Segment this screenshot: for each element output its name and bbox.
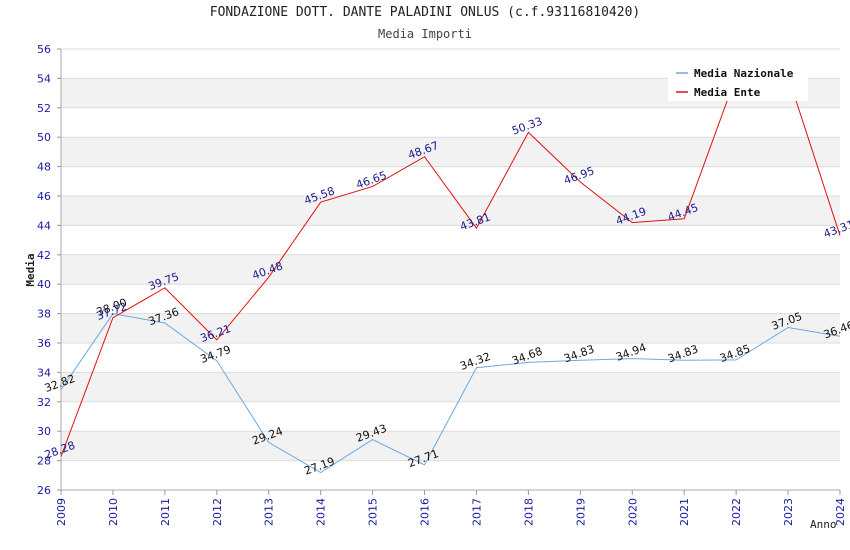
data-label-ente: 46.95 bbox=[562, 164, 596, 187]
y-tick-label: 26 bbox=[37, 484, 51, 497]
x-tick-label: 2018 bbox=[522, 498, 535, 526]
y-tick-label: 40 bbox=[37, 278, 51, 291]
data-label-ente: 46.65 bbox=[354, 169, 388, 192]
legend-entry: Media Nazionale bbox=[694, 67, 794, 80]
y-axis-label: Media bbox=[24, 253, 37, 286]
grid-band bbox=[61, 254, 840, 285]
data-label-nazionale: 34.94 bbox=[614, 341, 648, 364]
x-tick-label: 2020 bbox=[626, 498, 639, 526]
x-tick-label: 2011 bbox=[159, 498, 172, 526]
y-tick-label: 30 bbox=[37, 425, 51, 438]
y-tick-label: 44 bbox=[37, 219, 51, 232]
y-tick-label: 52 bbox=[37, 102, 51, 115]
y-tick-label: 48 bbox=[37, 161, 51, 174]
y-tick-label: 56 bbox=[37, 43, 51, 56]
x-tick-label: 2019 bbox=[574, 498, 587, 526]
x-tick-label: 2015 bbox=[367, 498, 380, 526]
legend: Media Nazionale Media Ente bbox=[668, 59, 808, 101]
legend-entry: Media Ente bbox=[694, 86, 761, 99]
x-tick-label: 2009 bbox=[55, 498, 68, 526]
x-tick-label: 2016 bbox=[419, 498, 432, 526]
x-tick-label: 2021 bbox=[678, 498, 691, 526]
y-tick-label: 36 bbox=[37, 337, 51, 350]
y-tick-label: 42 bbox=[37, 249, 51, 262]
y-tick-label: 54 bbox=[37, 72, 51, 85]
data-label-nazionale: 34.83 bbox=[666, 342, 700, 365]
x-tick-label: 2013 bbox=[263, 498, 276, 526]
grid-band bbox=[61, 431, 840, 461]
x-tick-label: 2024 bbox=[834, 498, 847, 526]
data-label-nazionale: 34.79 bbox=[199, 343, 233, 366]
x-tick-label: 2017 bbox=[470, 498, 483, 526]
chart-title: FONDAZIONE DOTT. DANTE PALADINI ONLUS (c… bbox=[209, 5, 641, 20]
x-tick-label: 2014 bbox=[315, 498, 328, 526]
x-tick-label: 2022 bbox=[730, 498, 743, 526]
grid-band bbox=[61, 372, 840, 402]
grid-band bbox=[61, 313, 840, 343]
x-tick-label: 2010 bbox=[107, 498, 120, 526]
y-tick-label: 32 bbox=[37, 396, 51, 409]
y-tick-label: 50 bbox=[37, 131, 51, 144]
x-tick-label: 2012 bbox=[211, 498, 224, 526]
x-tick-label: 2023 bbox=[782, 498, 795, 526]
grid-band bbox=[61, 137, 840, 167]
series-line-ente bbox=[60, 75, 841, 457]
y-tick-label: 38 bbox=[37, 308, 51, 321]
y-tick-label: 34 bbox=[37, 366, 51, 379]
chart-subtitle: Media Importi bbox=[378, 27, 472, 41]
grid-band bbox=[61, 196, 840, 226]
data-label-nazionale: 34.68 bbox=[510, 345, 544, 368]
series-line-nazionale bbox=[60, 313, 841, 474]
y-tick-label: 28 bbox=[37, 455, 51, 468]
legend-box bbox=[668, 59, 808, 101]
x-axis-label: Anno bbox=[810, 518, 837, 531]
data-label-nazionale: 34.85 bbox=[718, 342, 752, 365]
data-label-nazionale: 34.83 bbox=[562, 342, 596, 365]
y-tick-label: 46 bbox=[37, 190, 51, 203]
